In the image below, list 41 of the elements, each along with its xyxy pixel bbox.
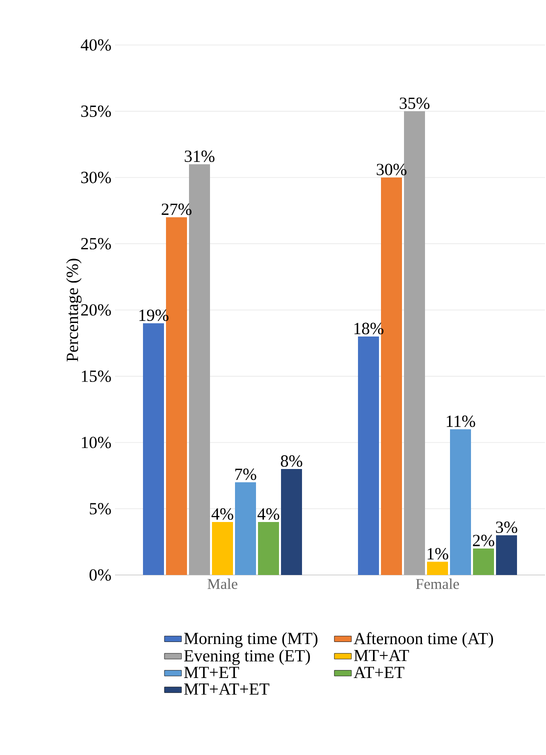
data-label: 4% <box>258 508 280 520</box>
y-tick-label: 25% <box>81 238 111 250</box>
bar <box>427 562 448 575</box>
bar <box>473 548 494 575</box>
legend-label: AT+ET <box>354 666 404 678</box>
x-tick-label: Male <box>208 578 238 590</box>
data-label: 3% <box>496 522 518 534</box>
legend-label: Afternoon time (AT) <box>354 632 494 648</box>
data-label: 2% <box>472 534 494 546</box>
data-label: 7% <box>235 468 256 480</box>
data-label: 31% <box>184 150 214 162</box>
y-tick-label: 15% <box>82 370 111 382</box>
bar <box>142 323 164 575</box>
data-label: 11% <box>446 416 476 428</box>
bar <box>450 429 472 575</box>
y-tick-label: 10% <box>82 436 111 448</box>
y-tick-label: 0% <box>90 569 111 581</box>
data-label: 35% <box>400 98 430 110</box>
data-label: 1% <box>428 548 448 560</box>
bar <box>258 522 280 575</box>
y-tick-label: 40% <box>80 39 111 51</box>
legend-label: Morning time (MT) <box>184 632 318 648</box>
legend-label: MT+ET <box>184 666 240 678</box>
bar <box>235 482 256 575</box>
y-tick-label: 30% <box>81 172 111 184</box>
legend-label: Evening time (ET) <box>184 650 310 665</box>
y-axis-title: Percentage (%) <box>66 258 82 362</box>
y-tick-label: 35% <box>81 106 111 117</box>
bar <box>281 468 302 575</box>
bar <box>358 336 379 575</box>
y-tick-label: 20% <box>81 304 111 316</box>
legend-label: MT+AT <box>354 650 409 662</box>
data-label: 27% <box>162 204 192 216</box>
data-label: 8% <box>280 455 302 467</box>
data-label: 30% <box>376 164 406 176</box>
y-tick-label: 5% <box>90 503 111 514</box>
x-tick-label: Female <box>416 578 459 590</box>
legend-label: MT+AT+ET <box>184 683 270 695</box>
data-label: 4% <box>212 508 234 520</box>
bar <box>212 522 233 575</box>
bar <box>496 535 518 575</box>
